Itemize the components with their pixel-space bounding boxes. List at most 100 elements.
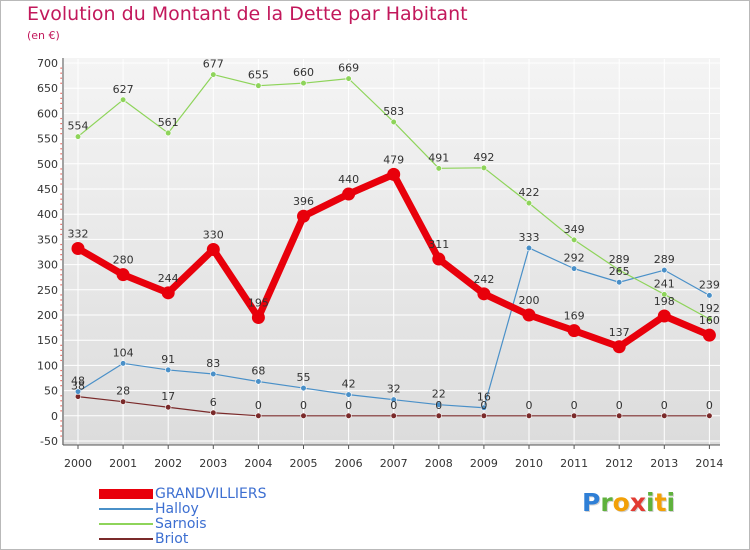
point-grandvilliers-2000 — [71, 241, 85, 255]
data-label-grandvilliers-2006: 440 — [338, 173, 359, 186]
point-sarnois-2009 — [480, 164, 488, 171]
data-label-grandvilliers-2011: 169 — [564, 310, 585, 323]
y-minor-tick — [60, 97, 62, 99]
y-tick-label: 50 — [44, 385, 58, 398]
y-minor-tick — [60, 329, 62, 331]
y-minor-tick — [60, 193, 62, 195]
y-minor-tick — [60, 148, 62, 150]
data-label-halloy-2002: 91 — [161, 353, 175, 366]
y-minor-tick — [60, 122, 62, 125]
point-halloy-2004 — [255, 378, 262, 385]
y-minor-tick — [60, 369, 62, 372]
x-tick-label-2012: 2012 — [605, 457, 633, 470]
data-label-halloy-2003: 83 — [206, 357, 220, 370]
data-label-halloy-2010: 333 — [519, 231, 540, 244]
legend-swatch-briot — [99, 538, 153, 540]
y-minor-tick — [60, 72, 62, 74]
y-minor-tick — [60, 380, 62, 382]
x-axis-ticks: 2000 2001 2002 2003 2004 2005 2006 2007 2008 2009… — [64, 457, 723, 470]
y-minor-tick — [60, 67, 62, 69]
point-sarnois-2014 — [706, 315, 713, 323]
y-minor-tick — [60, 274, 62, 276]
point-grandvilliers-2014 — [702, 328, 716, 342]
data-label-halloy-2001: 104 — [113, 346, 134, 359]
y-minor-tick — [60, 173, 62, 175]
point-halloy-2010 — [525, 244, 533, 252]
point-halloy-2009 — [480, 404, 488, 411]
y-minor-tick — [60, 117, 62, 120]
x-tick-label-2005: 2005 — [290, 457, 318, 470]
data-label-grandvilliers-2005: 396 — [293, 195, 314, 208]
logo-letter: i — [646, 488, 655, 517]
data-label-grandvilliers-2013: 198 — [654, 295, 675, 308]
series-sarnois — [74, 71, 713, 323]
data-label-halloy-2009: 16 — [477, 391, 491, 404]
y-minor-tick — [60, 107, 62, 110]
data-label-briot-2006: 0 — [345, 399, 352, 412]
data-label-briot-2004: 0 — [255, 399, 262, 412]
data-label-halloy-2008: 22 — [432, 388, 446, 401]
y-minor-tick — [60, 319, 62, 321]
data-label-sarnois-2005: 660 — [293, 66, 314, 79]
data-label-briot-2002: 17 — [161, 390, 175, 403]
legend-swatch-halloy — [99, 508, 153, 510]
y-tick-label: 550 — [37, 133, 58, 146]
logo-letter: x — [629, 488, 646, 517]
y-minor-tick — [60, 410, 62, 412]
data-label-grandvilliers-2012: 137 — [609, 326, 630, 339]
point-grandvilliers-2011 — [567, 324, 581, 338]
point-sarnois-2007 — [390, 118, 397, 126]
y-minor-tick — [60, 254, 62, 256]
legend-label-sarnois: Sarnois — [155, 516, 207, 532]
y-tick-label: 500 — [37, 158, 58, 171]
data-label-briot-2009: 0 — [480, 399, 487, 412]
x-tick-label-2007: 2007 — [380, 457, 408, 470]
y-minor-tick — [60, 168, 62, 170]
point-halloy-2012 — [616, 279, 623, 286]
point-grandvilliers-2010 — [522, 308, 536, 322]
data-label-briot-2000: 38 — [71, 380, 85, 393]
legend-swatch-grandvilliers — [99, 489, 153, 499]
y-minor-tick — [60, 178, 62, 180]
y-tick-label: 100 — [37, 359, 58, 372]
y-minor-tick — [60, 334, 62, 336]
x-tick-label-2003: 2003 — [199, 457, 227, 470]
x-tick-label-2014: 2014 — [695, 457, 723, 470]
data-label-grandvilliers-2003: 330 — [203, 228, 224, 241]
y-minor-tick — [60, 294, 62, 296]
y-minor-tick — [60, 284, 62, 286]
y-minor-tick — [60, 405, 62, 407]
y-minor-tick — [60, 349, 62, 351]
data-label-halloy-2005: 55 — [297, 371, 311, 384]
point-briot-2008 — [435, 412, 442, 419]
point-briot-2013 — [661, 412, 668, 419]
point-halloy-2008 — [435, 401, 442, 408]
x-tick-label-2013: 2013 — [650, 457, 678, 470]
y-tick-label: -50 — [40, 435, 58, 448]
point-grandvilliers-2002 — [161, 286, 175, 300]
chart-title: Evolution du Montant de la Dette par Hab… — [27, 3, 468, 25]
y-tick-label: 650 — [37, 82, 58, 95]
x-tick-label-2000: 2000 — [64, 457, 92, 470]
data-labels: 3322802443301953964404793112422001691371… — [68, 58, 720, 412]
point-halloy-2000 — [74, 388, 82, 395]
y-minor-tick — [60, 133, 62, 135]
data-label-grandvilliers-2014: 160 — [699, 314, 720, 327]
y-tick-label: 450 — [37, 183, 58, 196]
y-minor-tick — [60, 128, 62, 130]
y-minor-tick — [60, 344, 62, 346]
y-tick-label: 150 — [37, 334, 58, 347]
y-minor-tick — [60, 92, 62, 94]
point-sarnois-2002 — [165, 129, 172, 137]
y-minor-tick — [60, 385, 62, 387]
point-sarnois-2011 — [570, 236, 578, 244]
y-minor-tick — [60, 324, 62, 326]
data-label-grandvilliers-2007: 479 — [383, 153, 404, 166]
point-halloy-2003 — [210, 370, 217, 378]
point-briot-2011 — [570, 412, 578, 419]
point-briot-2005 — [300, 412, 307, 419]
point-briot-2002 — [165, 404, 172, 411]
y-minor-tick — [60, 153, 62, 155]
data-label-sarnois-2013: 241 — [654, 277, 675, 290]
point-sarnois-2010 — [525, 200, 533, 207]
